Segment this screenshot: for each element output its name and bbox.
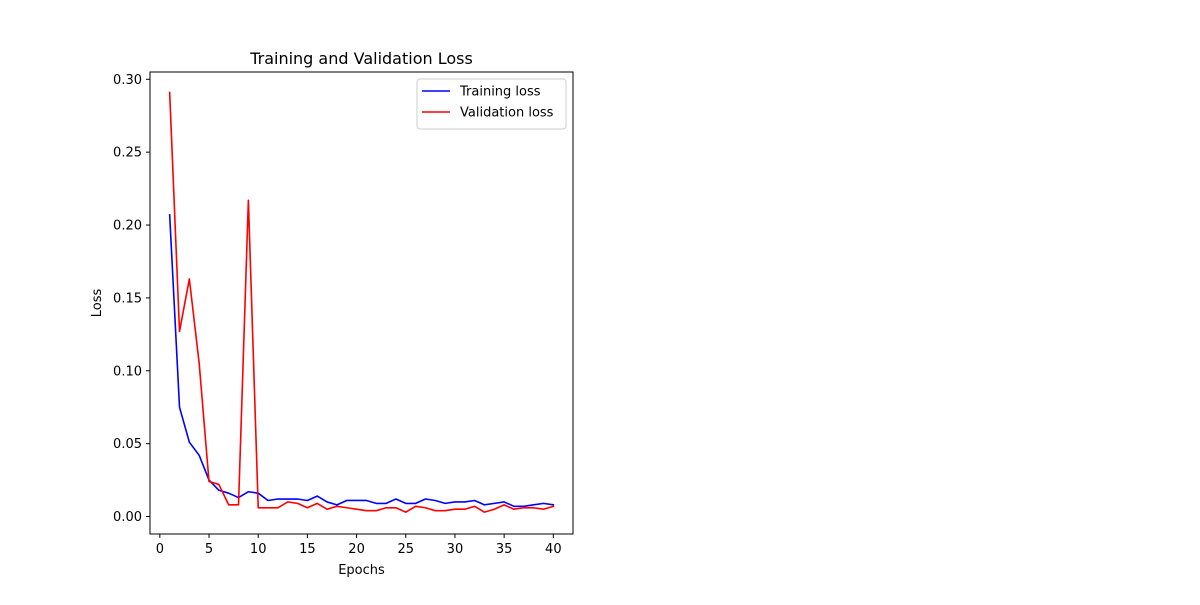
x-tick-label: 35: [496, 542, 513, 557]
x-tick-label: 10: [250, 542, 267, 557]
plot-area: 0 5 10 15 20 25 30 35 40 0.00 0.05 0.10 0.15 0.20 0.25…: [113, 71, 574, 557]
y-axis-label: Loss: [90, 289, 105, 318]
y-tick-label: 0.10: [113, 364, 142, 379]
x-tick-label: 5: [205, 542, 213, 557]
x-axis-label: Epochs: [338, 563, 385, 578]
y-tick-label: 0.15: [113, 291, 142, 306]
series-line-validation: [168, 91, 555, 513]
y-tick-label: 0.20: [113, 219, 142, 234]
chart-title: Training and Validation Loss: [249, 49, 473, 68]
y-tick-label: 0.05: [113, 437, 142, 452]
x-tick-label: 0: [156, 542, 164, 557]
x-tick-label: 20: [348, 542, 365, 557]
x-tick-label: 25: [397, 542, 414, 557]
y-tick-label: 0.00: [113, 510, 142, 525]
y-tick-label: 0.25: [113, 146, 142, 161]
x-tick-label: 15: [299, 542, 316, 557]
series-line-training: [168, 213, 555, 508]
legend-label: Training loss: [459, 85, 541, 100]
legend-box: [416, 78, 567, 130]
x-tick-label: 40: [545, 542, 562, 557]
x-tick-label: 30: [447, 542, 464, 557]
y-tick-label: 0.30: [113, 73, 142, 88]
legend-label: Validation loss: [460, 106, 554, 121]
plot-frame: [149, 71, 574, 535]
legend: Training loss Validation loss: [416, 78, 567, 130]
